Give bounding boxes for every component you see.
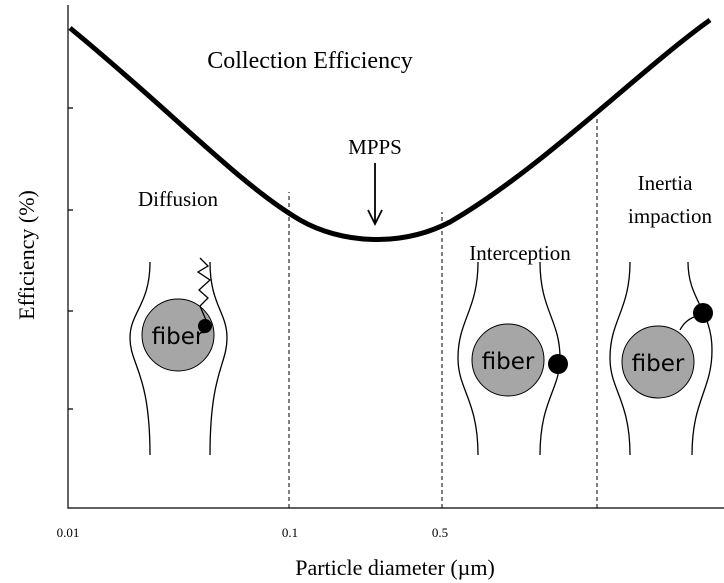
interception-label: Interception <box>469 241 571 265</box>
y-ticks <box>68 108 73 409</box>
fiber-impaction: fiber <box>610 262 713 455</box>
fiber-label: fiber <box>152 324 205 350</box>
fiber-interception: fiber <box>458 262 568 455</box>
x-axis-label: Particle diameter (µm) <box>295 555 495 580</box>
particle <box>548 354 568 374</box>
fiber-label: fiber <box>632 351 685 377</box>
x-tick-label: 0.01 <box>57 525 80 540</box>
particle <box>693 303 713 323</box>
fiber-diffusion: fiber <box>130 258 227 455</box>
inertia-label: Inertia <box>638 171 693 195</box>
axis-lines <box>68 5 724 508</box>
diagram: Collection Efficiency MPPS Diffusion Int… <box>0 0 724 583</box>
x-tick-label: 0.1 <box>282 525 298 540</box>
axes <box>68 5 724 508</box>
impaction-label: impaction <box>628 204 712 228</box>
x-tick-label: 0.5 <box>432 525 448 540</box>
y-axis-label: Efficiency (%) <box>14 190 39 320</box>
streamline <box>210 262 227 455</box>
fiber-label: fiber <box>482 349 535 375</box>
region-dividers <box>289 118 597 508</box>
mpps-arrow <box>368 163 382 224</box>
mpps-label: MPPS <box>348 135 402 159</box>
diffusion-label: Diffusion <box>138 187 219 211</box>
particle <box>198 319 212 333</box>
title: Collection Efficiency <box>207 48 413 74</box>
streamline <box>130 262 150 455</box>
